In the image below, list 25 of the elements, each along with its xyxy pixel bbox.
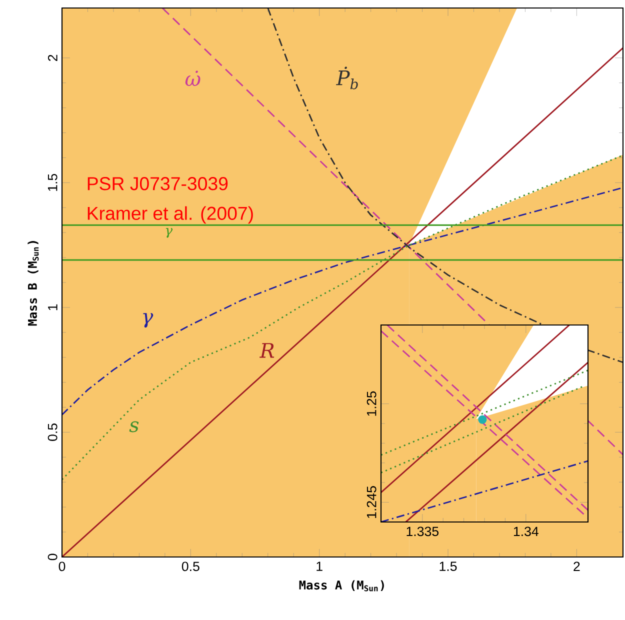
x-axis-title: Mass A (M$_{Sun}$) [299,580,384,592]
series-label: Ṗ$_{b}$ [336,66,358,90]
x-tick-label: 1.5 [440,562,457,571]
y-tick-label: 1.245 [366,486,376,518]
y-axis-title: Mass B (M$_{Sun}$) [28,241,39,326]
y-tick-label: 1 [48,304,58,310]
y-tick-label: 0.5 [48,424,58,441]
series-label: R [259,343,274,358]
x-tick-label: 1.335 [406,526,439,536]
x-tick-label: 0.5 [182,562,200,572]
series-label: s [129,421,139,432]
y-tick-label: 1.25 [366,391,376,416]
ref-line-label: γ [166,228,173,238]
x-tick-label: 1.34 [514,526,538,536]
y-tick-label: 1.5 [48,174,58,191]
series-label: γ [143,313,154,328]
y-tick-label: 2 [48,54,58,61]
series-label: ω̇ [185,70,200,86]
line-series [62,154,623,480]
x-tick-label: 2 [574,562,580,572]
y-tick-label: 0 [48,554,58,560]
annotation: Kramer et al. (2007) [88,206,253,224]
x-tick-label: 0 [58,562,66,572]
annotation: PSR J0737-3039 [88,177,228,190]
x-tick-label: 1 [316,562,322,571]
